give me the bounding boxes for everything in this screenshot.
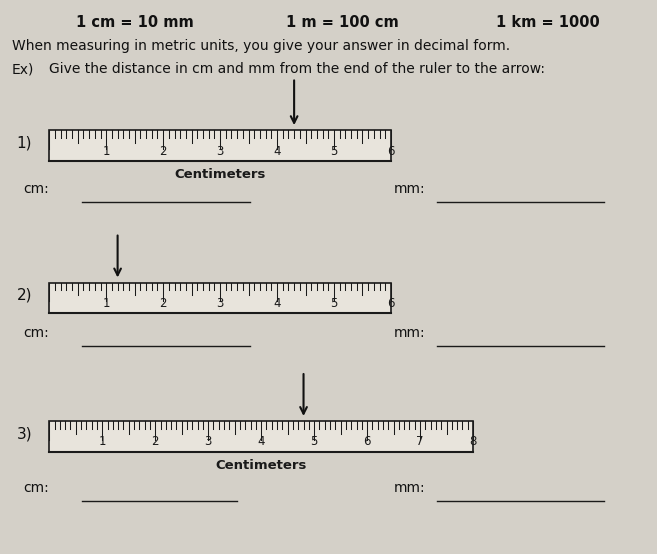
Text: 5: 5	[330, 145, 338, 157]
Text: Ex): Ex)	[12, 62, 34, 76]
Text: 3: 3	[216, 145, 224, 157]
Text: 6: 6	[387, 297, 395, 310]
Text: 5: 5	[330, 297, 338, 310]
Text: cm:: cm:	[23, 326, 49, 340]
Text: Give the distance in cm and mm from the end of the ruler to the arrow:: Give the distance in cm and mm from the …	[49, 62, 545, 76]
Text: 1: 1	[102, 145, 110, 157]
Text: mm:: mm:	[394, 182, 426, 196]
Text: 4: 4	[273, 297, 281, 310]
Text: 2: 2	[160, 297, 167, 310]
Bar	[49, 130, 391, 161]
Text: 3): 3)	[16, 426, 32, 441]
Text: 2): 2)	[16, 288, 32, 302]
Text: Centimeters: Centimeters	[215, 459, 307, 471]
Text: 1 m = 100 cm: 1 m = 100 cm	[286, 14, 399, 30]
Bar	[49, 421, 473, 452]
Bar	[49, 283, 391, 313]
Text: 3: 3	[204, 435, 212, 449]
Text: 7: 7	[417, 435, 424, 449]
Text: cm:: cm:	[23, 182, 49, 196]
Text: 1: 1	[102, 297, 110, 310]
Text: 1 km = 1000: 1 km = 1000	[496, 14, 600, 30]
Text: Centimeters: Centimeters	[174, 168, 266, 181]
Text: 8: 8	[469, 435, 477, 449]
Text: 1 cm = 10 mm: 1 cm = 10 mm	[76, 14, 193, 30]
Text: cm:: cm:	[23, 481, 49, 495]
Text: 5: 5	[311, 435, 318, 449]
Text: 6: 6	[387, 145, 395, 157]
Text: 4: 4	[258, 435, 265, 449]
Text: mm:: mm:	[394, 481, 426, 495]
Text: 1): 1)	[16, 135, 32, 150]
Text: When measuring in metric units, you give your answer in decimal form.: When measuring in metric units, you give…	[12, 39, 510, 53]
Text: mm:: mm:	[394, 326, 426, 340]
Text: 2: 2	[160, 145, 167, 157]
Text: 1: 1	[99, 435, 106, 449]
Text: 4: 4	[273, 145, 281, 157]
Text: 6: 6	[363, 435, 371, 449]
Text: 3: 3	[216, 297, 224, 310]
Text: 2: 2	[152, 435, 159, 449]
